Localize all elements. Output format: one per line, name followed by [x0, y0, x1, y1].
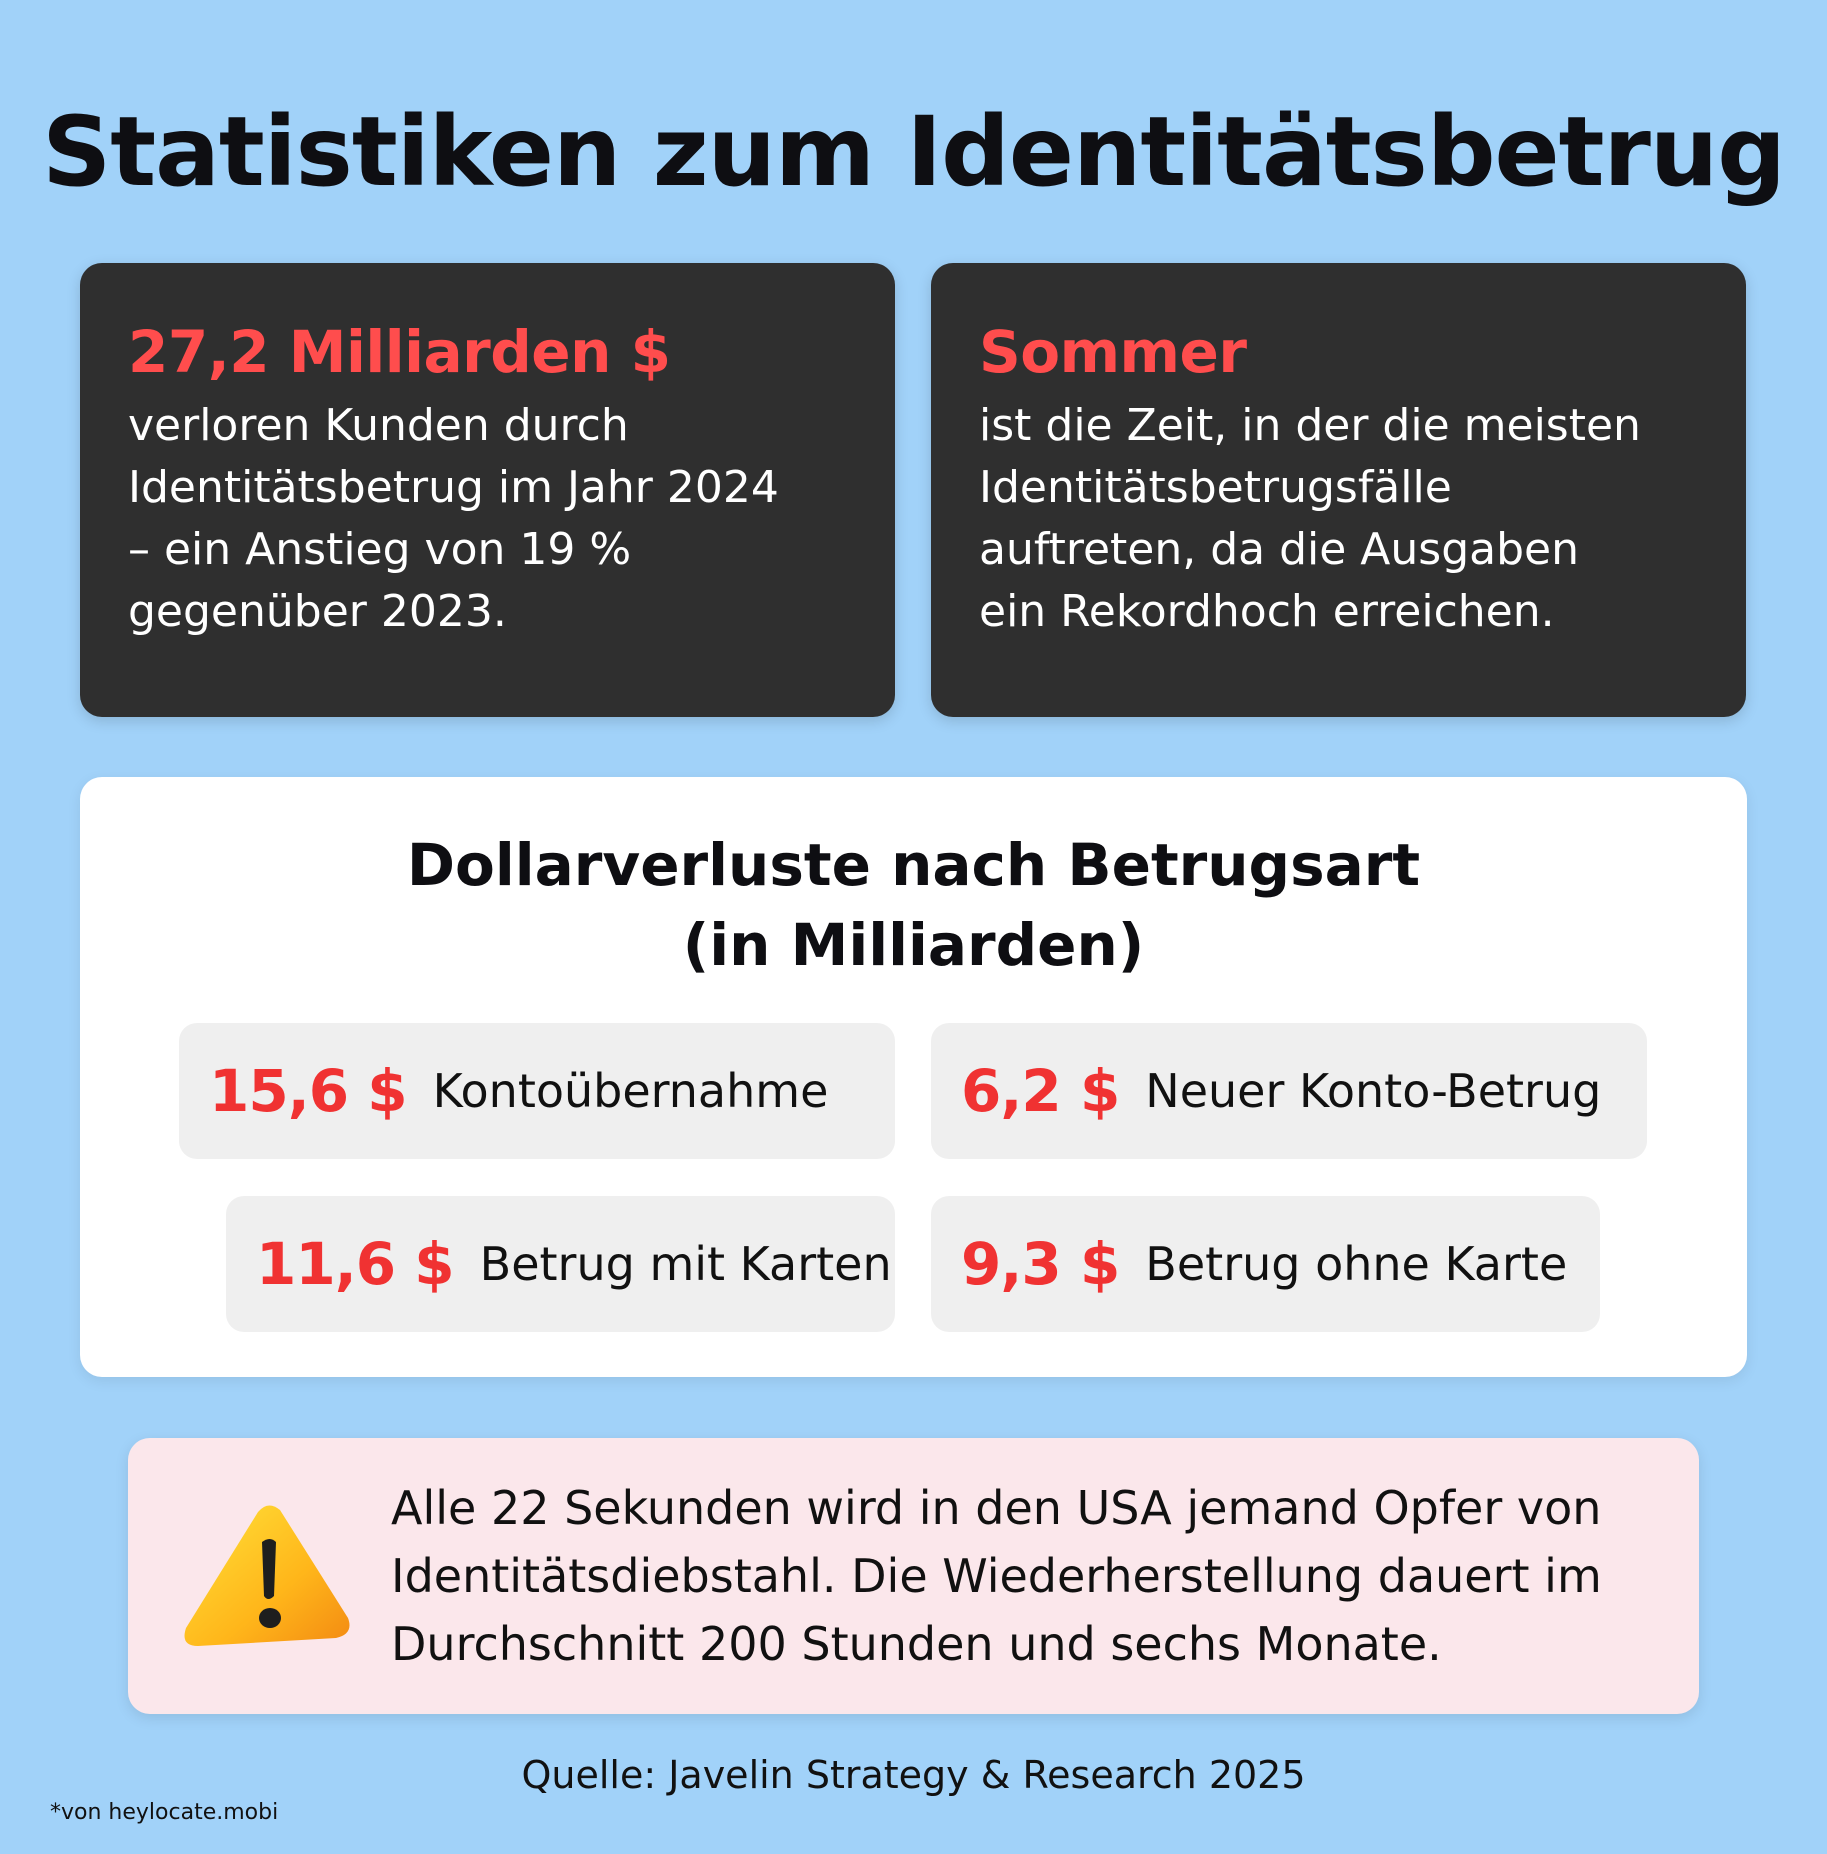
- losses-panel: Dollarverluste nach Betrugsart (in Milli…: [80, 777, 1747, 1377]
- stat-card-total-loss: 27,2 Milliarden $ verloren Kunden durch …: [80, 263, 895, 717]
- stat-card-body: ist die Zeit, in der die meisten Identit…: [979, 400, 1641, 637]
- page-title: Statistiken zum Identitätsbetrug: [42, 96, 1786, 208]
- alert-text: Alle 22 Sekunden wird in den USA jemand …: [391, 1481, 1602, 1671]
- stat-card-body: verloren Kunden durch Identitätsbetrug i…: [128, 400, 779, 637]
- loss-item-account-takeover: 15,6 $ Kontoübernahme: [179, 1023, 895, 1159]
- loss-value: 6,2 $: [961, 1057, 1120, 1125]
- credit-note: *von heylocate.mobi: [50, 1800, 279, 1825]
- loss-item-card-not-present-fraud: 9,3 $ Betrug ohne Karte: [931, 1196, 1600, 1332]
- stat-card-headline: Sommer: [979, 318, 1247, 386]
- loss-item-new-account-fraud: 6,2 $ Neuer Konto-Betrug: [931, 1023, 1647, 1159]
- loss-label: Neuer Konto-Betrug: [1145, 1064, 1602, 1118]
- source-note: Quelle: Javelin Strategy & Research 2025: [521, 1753, 1306, 1797]
- alert-box: Alle 22 Sekunden wird in den USA jemand …: [128, 1438, 1699, 1714]
- warning-icon: [184, 1505, 350, 1646]
- loss-value: 11,6 $: [256, 1230, 455, 1298]
- loss-item-card-fraud: 11,6 $ Betrug mit Karten: [226, 1196, 895, 1332]
- stat-card-headline: 27,2 Milliarden $: [128, 318, 671, 386]
- losses-title: Dollarverluste nach Betrugsart (in Milli…: [406, 831, 1421, 979]
- stat-card-season: Sommer ist die Zeit, in der die meisten …: [931, 263, 1746, 717]
- loss-label: Betrug mit Karten: [479, 1237, 892, 1291]
- loss-value: 9,3 $: [961, 1230, 1120, 1298]
- loss-label: Betrug ohne Karte: [1145, 1237, 1568, 1291]
- loss-label: Kontoübernahme: [432, 1064, 829, 1118]
- loss-value: 15,6 $: [209, 1057, 408, 1125]
